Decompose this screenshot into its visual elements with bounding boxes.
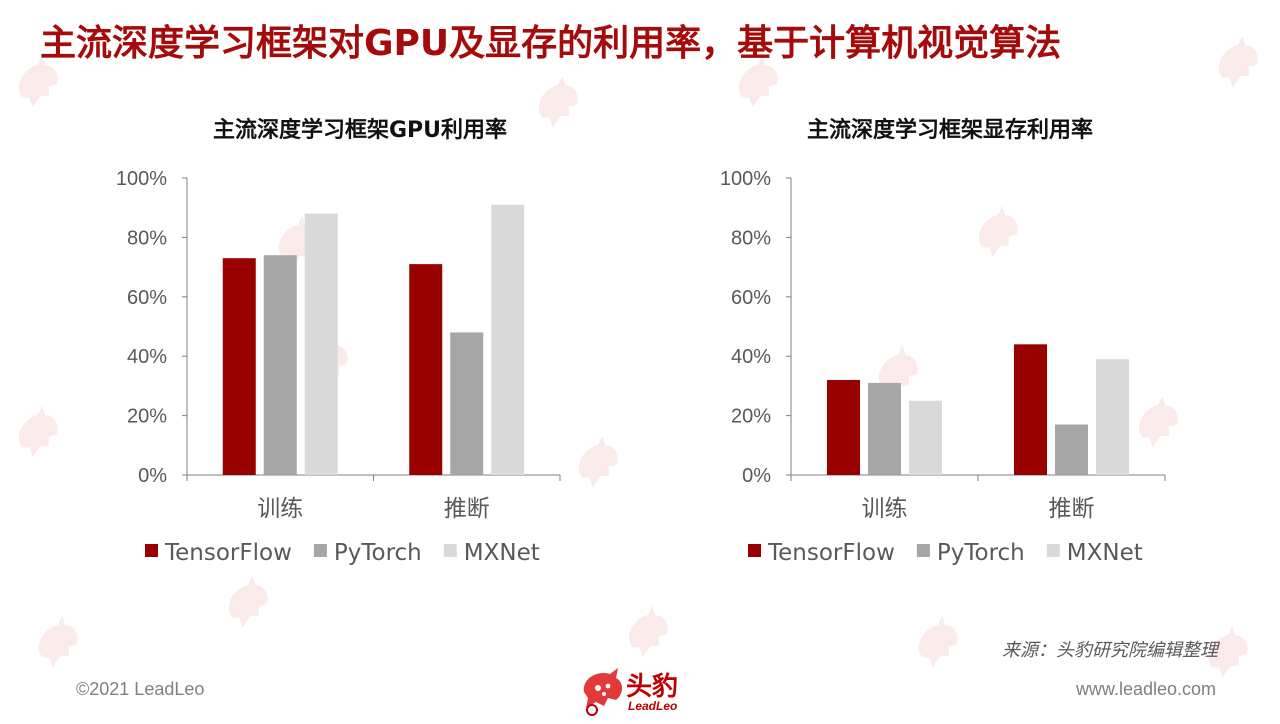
bar-tensorflow-0 (222, 258, 256, 475)
y-tick-label: 60% (731, 287, 771, 309)
bar-mxnet-1 (491, 204, 525, 476)
legend-label: PyTorch (334, 540, 422, 566)
legend-item-tensorflow: TensorFlow (748, 540, 895, 566)
y-tick-label: 0% (742, 465, 771, 487)
legend-swatch (443, 544, 457, 557)
logo-cn-text: 头豹 (626, 672, 679, 702)
legend-item-mxnet: MXNet (1046, 540, 1143, 566)
y-tick-label: 20% (731, 406, 771, 428)
legend-item-mxnet: MXNet (443, 540, 540, 566)
legend-swatch (916, 544, 930, 557)
bar-mxnet-0 (304, 213, 338, 475)
legend-label: TensorFlow (767, 540, 895, 566)
bar-pytorch-1 (450, 332, 484, 475)
legend-label: MXNet (464, 540, 540, 566)
legend-swatch (748, 544, 761, 557)
y-tick-label: 100% (116, 168, 167, 190)
bar-tensorflow-0 (827, 379, 860, 475)
legend-swatch (313, 544, 327, 557)
leopard-logo-icon (583, 668, 622, 716)
y-tick-label: 60% (127, 287, 167, 309)
footer-logo: 头豹 LeadLeo (578, 664, 708, 718)
x-category-label: 训练 (862, 496, 908, 522)
copyright-text: ©2021 LeadLeo (76, 679, 205, 699)
legend-label: MXNet (1067, 540, 1143, 566)
page-title: 主流深度学习框架对GPU及显存的利用率，基于计算机视觉算法 (40, 23, 1062, 64)
legend-item-tensorflow: TensorFlow (145, 540, 292, 566)
bar-tensorflow-1 (409, 264, 443, 475)
x-category-label: 推断 (444, 496, 490, 522)
chart-title-memory: 主流深度学习框架显存利用率 (806, 118, 1093, 143)
legend-item-pytorch: PyTorch (916, 540, 1025, 566)
website-link[interactable]: www.leadleo.com (1075, 679, 1216, 699)
legend-swatch (1046, 544, 1060, 557)
y-tick-label: 80% (731, 227, 771, 249)
chart-1: 0% 20% 40% 60% 80% 100% 训练 推断 TensorFlow PyTorch M… (720, 168, 1166, 566)
y-tick-label: 20% (127, 406, 167, 428)
legend-item-pytorch: PyTorch (313, 540, 422, 566)
bar-mxnet-1 (1096, 359, 1129, 475)
x-category-label: 推断 (1049, 496, 1095, 522)
bar-tensorflow-1 (1014, 344, 1047, 475)
legend-label: TensorFlow (164, 540, 292, 566)
source-note: 来源：头豹研究院编辑整理 (1002, 640, 1218, 661)
chart-0: 0% 20% 40% 60% 80% 100% 训练 推断 TensorFlow PyTorch M… (116, 168, 561, 566)
bar-pytorch-0 (263, 255, 297, 475)
x-category-label: 训练 (257, 496, 303, 522)
y-tick-label: 40% (731, 346, 771, 368)
bar-mxnet-0 (909, 400, 942, 475)
legend-label: PyTorch (937, 540, 1025, 566)
logo-en-text: LeadLeo (628, 699, 678, 713)
legend-swatch (145, 544, 158, 557)
y-tick-label: 80% (127, 227, 167, 249)
y-tick-label: 40% (127, 346, 167, 368)
chart-title-gpu: 主流深度学习框架GPU利用率 (212, 118, 508, 143)
bar-pytorch-0 (868, 382, 901, 475)
bar-pytorch-1 (1055, 424, 1088, 475)
y-tick-label: 100% (720, 168, 771, 190)
y-tick-label: 0% (138, 465, 167, 487)
